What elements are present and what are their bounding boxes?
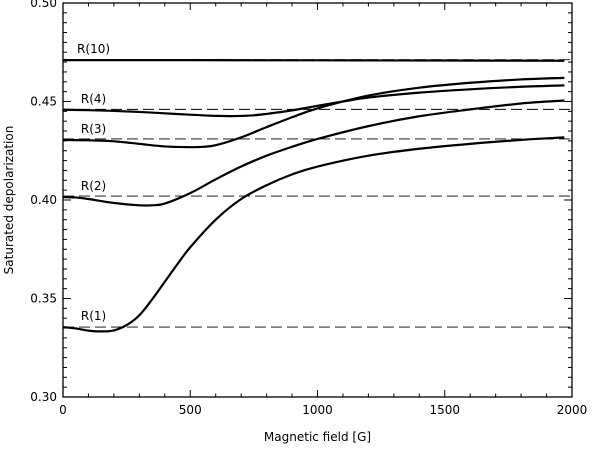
series-label-r-1: R(1) — [81, 309, 106, 323]
plot-frame — [62, 2, 573, 398]
tick-group — [62, 2, 573, 398]
x-tick-label: 500 — [179, 403, 202, 417]
series-label-r-10: R(10) — [77, 42, 110, 56]
series-label-r-4: R(4) — [81, 92, 106, 106]
y-tick-label: 0.30 — [30, 390, 57, 404]
curve-group — [62, 59, 565, 333]
x-axis-label: Magnetic field [G] — [264, 430, 371, 444]
curve-label-group: R(1) R(2) R(3) R(4) R(10) — [77, 42, 110, 323]
x-tick-label: 0 — [59, 403, 67, 417]
tick-label-group: 0 500 1000 1500 2000 0.30 0.35 0.40 0.45 0.50 — [30, 0, 587, 417]
series-label-r-2: R(2) — [81, 179, 106, 193]
y-tick-label: 0.40 — [30, 193, 57, 207]
series-line-r-3 — [62, 76, 565, 149]
series-line-r-10 — [62, 59, 565, 62]
series-line-r-4 — [62, 84, 565, 118]
x-tick-label: 2000 — [557, 403, 588, 417]
y-axis-label: Saturated depolarization — [2, 126, 16, 275]
x-tick-label: 1000 — [302, 403, 333, 417]
y-tick-label: 0.35 — [30, 292, 57, 306]
y-tick-label: 0.45 — [30, 95, 57, 109]
y-tick-label: 0.50 — [30, 0, 57, 10]
x-tick-label: 1500 — [429, 403, 460, 417]
series-line-r-1 — [62, 136, 565, 333]
baseline-group — [63, 59, 572, 328]
series-line-r-2 — [62, 99, 565, 207]
series-label-r-3: R(3) — [81, 122, 106, 136]
